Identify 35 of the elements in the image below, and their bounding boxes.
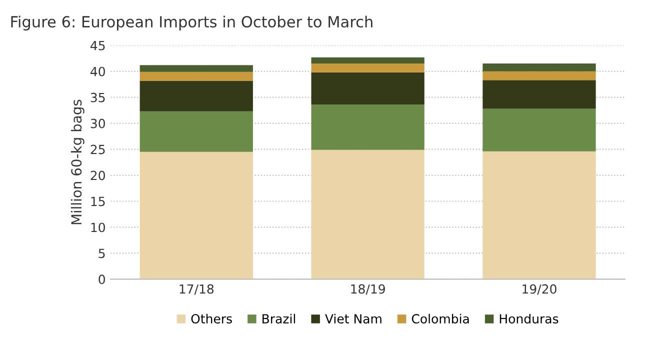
bar <box>311 57 424 64</box>
bar <box>311 72 424 105</box>
bar <box>311 150 424 280</box>
y-tick-label: 5 <box>98 248 105 258</box>
y-tick-label: 35 <box>90 92 105 102</box>
y-tick-label: 0 <box>98 274 105 284</box>
bar <box>311 64 424 72</box>
bar <box>140 152 253 280</box>
legend-label: Others <box>191 314 232 324</box>
bar <box>140 65 253 72</box>
x-tick-label: 19/20 <box>522 284 556 295</box>
bar <box>482 151 596 280</box>
bar <box>140 80 253 112</box>
y-tick-label: 30 <box>90 118 105 128</box>
y-tick-label: 20 <box>90 170 105 180</box>
y-tick-label: 15 <box>91 196 105 206</box>
chart-title: Figure 6: European Imports in October to March <box>11 16 372 30</box>
x-tick-label: 17/18 <box>180 284 214 295</box>
x-tick-label: 18/19 <box>351 284 385 295</box>
legend-label: Brazil <box>262 314 296 324</box>
bar <box>140 111 253 152</box>
bar <box>482 64 596 72</box>
y-tick-label: 40 <box>90 66 105 76</box>
y-tick-label: 10 <box>91 222 105 232</box>
bar <box>311 104 424 150</box>
bar <box>482 80 596 109</box>
legend-label: Viet Nam <box>325 314 382 324</box>
bar <box>140 72 253 81</box>
y-tick-label: 25 <box>90 144 105 154</box>
bar <box>482 71 596 80</box>
bar <box>482 108 596 152</box>
legend-label: Colombia <box>412 314 469 324</box>
y-axis-title: Million 60-kg bags <box>70 100 84 224</box>
legend-label: Honduras <box>500 314 558 324</box>
y-tick-label: 45 <box>90 41 105 50</box>
